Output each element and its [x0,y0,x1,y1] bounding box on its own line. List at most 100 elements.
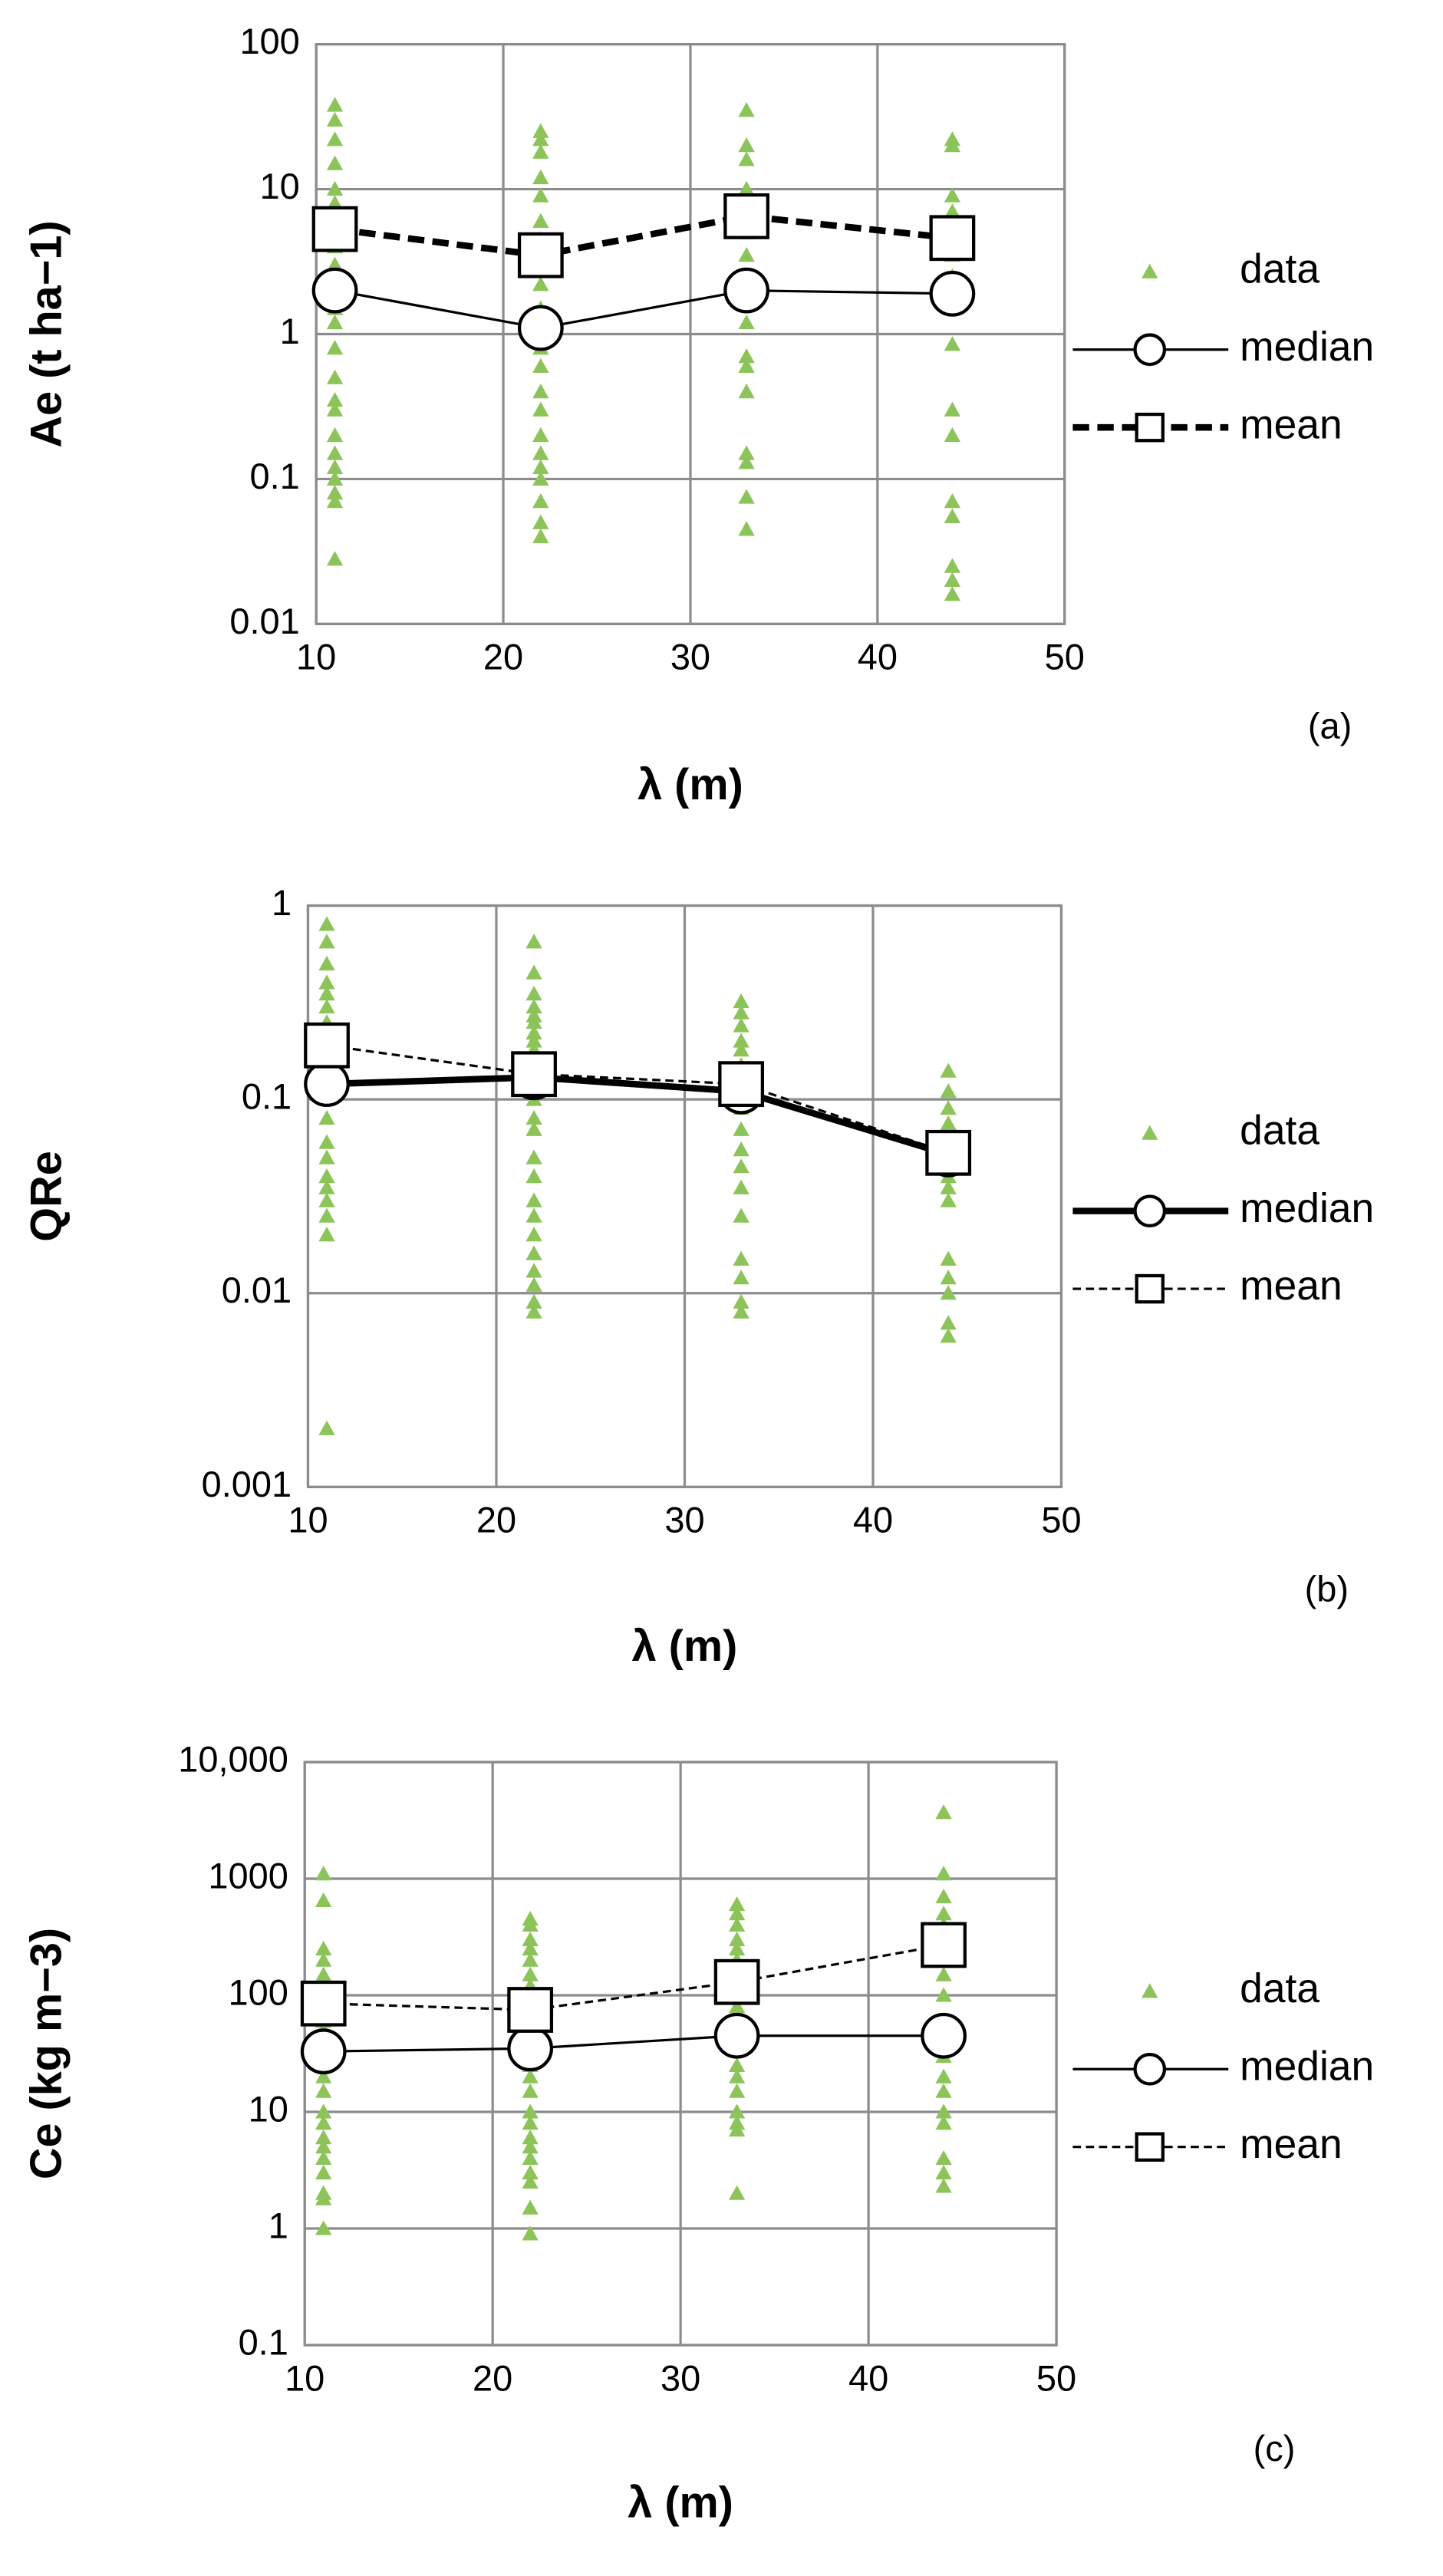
legend-label: median [1240,1186,1374,1231]
data-point [935,2178,952,2193]
data-point [522,2115,539,2130]
data-point [315,2083,332,2098]
data-point [532,143,549,159]
data-point [525,1013,542,1029]
data-point [318,1109,335,1125]
data-point [738,247,755,262]
data-point [525,1207,542,1223]
data-point [318,974,335,990]
y-tick-label: 0.01 [222,1270,292,1310]
x-tick-label: 20 [476,1500,516,1540]
data-point [326,493,344,509]
data-point [525,1109,542,1125]
data-point [935,2149,952,2166]
legend-label: median [1240,2044,1374,2089]
data-point [326,180,344,196]
data-point [940,1083,957,1099]
data-point [315,1966,332,1981]
data-point [525,1149,542,1164]
data-point [733,1293,750,1309]
data-point [532,212,549,229]
data-point [728,2103,746,2119]
series-marker [311,206,358,252]
y-tick-label: 10,000 [178,1738,288,1779]
y-tick-label: 1 [272,882,292,923]
legend-marker [1135,412,1165,443]
data-point [525,1121,542,1136]
data-point [728,2083,746,2098]
data-point [318,1420,335,1435]
data-point [525,1276,542,1292]
data-point [525,986,542,1001]
data-point [532,459,549,475]
data-point [532,427,549,443]
data-point [522,1966,539,1981]
data-point [326,427,344,443]
x-axis-label: λ (m) [632,1622,738,1671]
data-point [738,314,755,330]
legend-label: mean [1240,402,1342,447]
legend-label: mean [1240,1263,1342,1309]
y-tick-label: 0.001 [202,1464,292,1504]
data-point [532,187,549,203]
data-point [522,2083,539,2098]
data-point [326,470,344,486]
data-point [318,1134,335,1149]
data-point [944,401,961,417]
data-point [315,2103,332,2119]
legend-marker [1142,1125,1158,1140]
data-point [733,1141,750,1157]
data-point [728,2121,746,2137]
data-point [733,1179,750,1194]
data-point [525,1263,542,1278]
data-point [525,1245,542,1260]
x-tick-label: 50 [1045,637,1085,677]
data-point [935,2115,952,2130]
data-point [522,2199,539,2215]
data-point [532,445,549,460]
series-line [334,212,953,259]
data-point [532,169,549,185]
x-tick-label: 30 [661,2357,700,2398]
data-point [728,2185,746,2200]
data-point [318,1168,335,1184]
data-point [733,1250,750,1266]
y-tick-label: 10 [249,2088,288,2129]
y-tick-label: 0.01 [229,601,299,641]
data-point [522,1916,539,1932]
data-point [733,1121,750,1136]
legend-marker [1135,1273,1165,1304]
series-line [323,2034,944,2053]
data-point [738,489,755,504]
x-tick-label: 30 [670,637,710,677]
data-point [522,2139,539,2154]
x-tick-label: 10 [296,637,336,677]
data-point [728,1931,746,1947]
x-axis-label: λ (m) [637,760,743,809]
data-point [315,2139,332,2154]
data-point [318,1227,335,1242]
x-tick-label: 20 [483,637,523,677]
data-point [525,1168,542,1184]
y-tick-label: 1000 [208,1855,288,1896]
data-point [944,572,961,588]
data-point [315,2164,332,2180]
legend-marker [1133,333,1167,367]
data-point [522,2149,539,2166]
data-point [525,1192,542,1207]
data-point [940,1315,957,1330]
data-point [944,586,961,601]
data-point [944,203,961,219]
x-tick-label: 40 [848,2357,888,2398]
y-axis-label: Ce (kg m−3) [21,1928,71,2179]
data-point [522,2173,539,2189]
data-point [940,1192,957,1207]
data-point [326,369,344,384]
data-point [944,493,961,509]
series-marker [718,1061,765,1108]
data-point [944,508,961,524]
y-tick-label: 1 [280,311,300,351]
data-point [532,470,549,486]
y-axis-label: QRe [21,1151,71,1242]
